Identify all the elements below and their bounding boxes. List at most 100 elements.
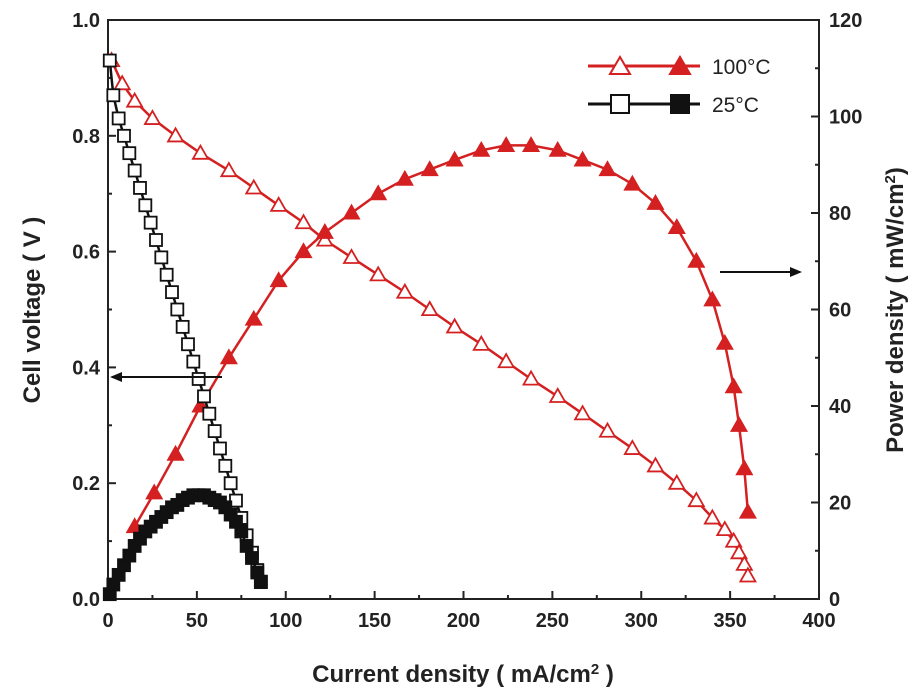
data-point [395,169,414,186]
data-point [127,163,142,178]
data-point [703,508,722,525]
data-point [244,178,263,195]
data-point [186,354,201,369]
data-point [687,251,706,268]
data-point [521,136,541,152]
data-point [223,476,238,491]
y-left-tick-label: 1.0 [72,10,100,32]
data-point [166,126,185,143]
x-tick-label: 400 [802,610,835,632]
data-point [315,222,334,239]
y-right-tick-label: 120 [829,10,862,32]
data-point [133,181,147,195]
y-right-tick-label: 60 [829,300,851,322]
y-right-tick-label: 80 [829,203,851,225]
data-point [738,566,757,583]
data-point [165,285,179,300]
data-point [159,267,174,282]
legend-item-100c: 100°C [588,55,771,79]
data-point [170,302,185,317]
y-left-tick-label: 0.4 [72,357,101,379]
data-point [646,194,665,210]
x-tick-label: 300 [625,610,658,632]
data-point [239,539,254,553]
y-left-tick-label: 0.0 [72,589,100,611]
data-point [573,404,592,421]
x-axis-ticks: 0 50 100 150 200 250 300 350 400 [102,591,836,632]
y-right-tick-label: 0 [829,589,840,611]
data-point [294,242,313,259]
data-point [294,213,313,230]
data-point [548,387,567,403]
data-point [646,456,665,473]
data-point [111,111,126,126]
data-point [497,136,516,152]
data-point [117,128,131,143]
data-point [269,195,288,212]
data-point [219,161,238,178]
legend-open-triangle [608,55,632,75]
data-point [191,143,210,160]
data-point [202,406,217,421]
data-point [445,317,464,334]
data-point [687,491,706,508]
data-point [521,369,541,386]
series-power-25c [102,488,268,602]
y-left-axis-title: Cell voltage ( V ) [19,217,46,404]
data-point [623,174,642,191]
x-tick-label: 200 [447,610,480,632]
data-point [219,348,238,365]
data-point [735,554,754,571]
data-point [369,184,388,201]
data-point [218,458,233,473]
legend-item-25c: 25°C [588,94,759,117]
data-point [106,88,121,103]
y-left-tick-label: 0.8 [72,126,100,148]
data-point [154,250,169,265]
legend-filled-triangle [668,55,692,75]
data-point [149,233,163,247]
data-point [420,160,439,177]
data-point [143,215,158,230]
data-point [667,218,686,234]
y-right-tick-label: 40 [829,396,851,418]
y-right-axis-title-sup: 2 [882,175,899,183]
data-point [213,441,227,456]
y-right-axis-ticks: 0 20 40 60 80 100 120 [811,10,862,611]
series-voltage-100c [102,51,757,583]
x-tick-label: 350 [713,610,746,632]
data-point [724,531,743,548]
data-point [598,160,617,177]
series-layer [102,51,757,602]
data-point [623,439,642,455]
data-point [573,150,592,167]
data-point [269,271,288,288]
data-point [445,150,464,167]
data-point [472,140,491,157]
legend: 100°C 25°C [588,55,771,117]
x-tick-label: 0 [102,610,113,632]
y-right-tick-label: 20 [829,493,851,515]
data-point [472,334,491,351]
data-point [245,551,259,565]
data-point [715,333,734,350]
data-point [125,91,144,108]
data-point [138,198,153,213]
x-tick-label: 50 [186,610,208,632]
data-point [369,265,388,282]
y-left-tick-label: 0.2 [72,473,100,495]
data-point [122,146,137,161]
legend-open-square [610,94,630,114]
data-point [175,319,190,334]
data-point [342,248,361,264]
data-point [113,74,132,91]
data-point [253,575,268,590]
x-axis-title: Current density ( mA/cm2 ) [312,661,614,689]
y-right-tick-label: 100 [829,107,862,129]
data-point [197,389,211,404]
data-point [315,230,334,247]
data-point [234,524,249,539]
data-point [207,424,222,438]
data-point [715,520,734,537]
